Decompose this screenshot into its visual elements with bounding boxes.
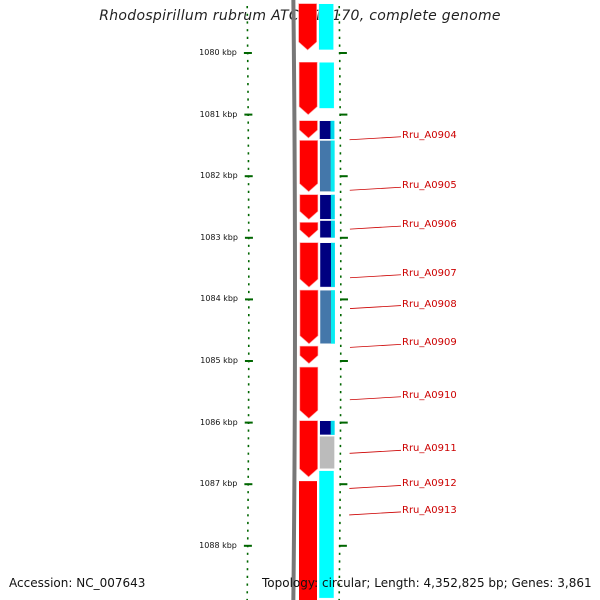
topology-text: Topology: circular; Length: 4,352,825 bp… — [262, 576, 592, 590]
scale-tick-1083 — [244, 236, 253, 239]
forward-cds-arrow-12 — [298, 481, 317, 600]
gene-leader-Rru_A0912 — [349, 485, 402, 489]
forward-cds-arrow-6 — [299, 222, 319, 239]
track2-block-11 — [318, 470, 335, 599]
ruler-dots-left — [246, 6, 250, 600]
scale-tick-right-1087 — [339, 483, 348, 486]
gene-label-Rru_A0908[interactable]: Rru_A0908 — [402, 298, 457, 310]
scale-tick-right-1088 — [338, 544, 347, 547]
gene-label-Rru_A0913[interactable]: Rru_A0913 — [402, 504, 457, 516]
gene-label-Rru_A0909[interactable]: Rru_A0909 — [402, 337, 457, 349]
forward-cds-arrow-4 — [299, 140, 318, 193]
scale-tick-right-1085 — [339, 360, 348, 362]
track2-edge-8 — [330, 290, 335, 344]
forward-cds-arrow-11 — [299, 420, 318, 478]
scale-tick-right-1081 — [339, 113, 348, 116]
forward-cds-arrow-3 — [299, 120, 318, 139]
track2-edge-6 — [330, 220, 335, 238]
gene-leader-Rru_A0910 — [349, 396, 402, 401]
scale-label-1080: 1080 kbp — [199, 48, 237, 57]
scale-label-1081: 1081 kbp — [199, 109, 238, 119]
gene-leader-Rru_A0906 — [349, 225, 402, 230]
scale-label-1086: 1086 kbp — [200, 417, 238, 427]
forward-cds-arrow-8 — [299, 289, 319, 345]
scale-tick-1081 — [244, 113, 253, 116]
forward-cds-arrow-1 — [298, 3, 317, 51]
gene-label-Rru_A0911[interactable]: Rru_A0911 — [402, 443, 457, 455]
track2-edge-3 — [330, 120, 335, 140]
track2-block-2 — [318, 61, 335, 109]
forward-cds-arrow-10 — [299, 366, 319, 419]
forward-cds-arrow-7 — [299, 242, 319, 288]
accession-text: Accession: NC_007643 — [9, 576, 146, 590]
scale-tick-right-1083 — [339, 236, 348, 239]
scale-tick-1082 — [244, 175, 253, 178]
scale-tick-1084 — [245, 298, 253, 301]
gene-label-Rru_A0904[interactable]: Rru_A0904 — [402, 129, 457, 141]
scale-label-1083: 1083 kbp — [200, 232, 238, 242]
gene-label-Rru_A0910[interactable]: Rru_A0910 — [402, 389, 457, 401]
scale-tick-right-1084 — [340, 298, 348, 301]
gene-label-Rru_A0912[interactable]: Rru_A0912 — [402, 478, 457, 490]
scale-tick-right-1080 — [338, 52, 347, 54]
gene-leader-Rru_A0908 — [349, 305, 402, 309]
scale-tick-1080 — [243, 52, 252, 54]
gene-leader-Rru_A0909 — [349, 343, 402, 348]
gene-leader-Rru_A0911 — [349, 449, 402, 454]
scale-label-1088: 1088 kbp — [199, 540, 237, 550]
track2-edge-7 — [330, 242, 335, 288]
scale-tick-right-1086 — [339, 421, 348, 424]
track2-edge-9 — [330, 420, 335, 435]
gene-label-Rru_A0907[interactable]: Rru_A0907 — [402, 267, 457, 279]
scale-label-1082: 1082 kbp — [200, 171, 238, 181]
gene-leader-Rru_A0905 — [349, 186, 402, 191]
forward-cds-arrow-2 — [298, 61, 318, 116]
forward-cds-arrow-5 — [299, 194, 319, 220]
genome-backbone — [291, 0, 298, 600]
scale-label-1085: 1085 kbp — [200, 356, 238, 365]
scale-tick-right-1082 — [339, 175, 348, 178]
track2-block-10 — [319, 435, 335, 470]
track2-block-1 — [318, 3, 334, 51]
gene-leader-Rru_A0904 — [349, 136, 402, 141]
gene-leader-Rru_A0907 — [349, 274, 402, 279]
track2-edge-5 — [330, 194, 335, 220]
forward-cds-arrow-9 — [299, 345, 319, 364]
scale-tick-1088 — [243, 544, 252, 547]
scale-tick-1086 — [244, 421, 253, 424]
gene-label-Rru_A0905[interactable]: Rru_A0905 — [402, 180, 457, 192]
track2-edge-4 — [330, 140, 335, 192]
scale-label-1087: 1087 kbp — [199, 479, 238, 489]
ruler-dots-right — [338, 6, 342, 600]
scale-tick-1087 — [244, 483, 253, 486]
scale-tick-1085 — [244, 360, 253, 362]
gene-label-Rru_A0906[interactable]: Rru_A0906 — [402, 219, 457, 231]
gene-leader-Rru_A0913 — [349, 511, 402, 516]
scale-label-1084: 1084 kbp — [200, 294, 238, 304]
